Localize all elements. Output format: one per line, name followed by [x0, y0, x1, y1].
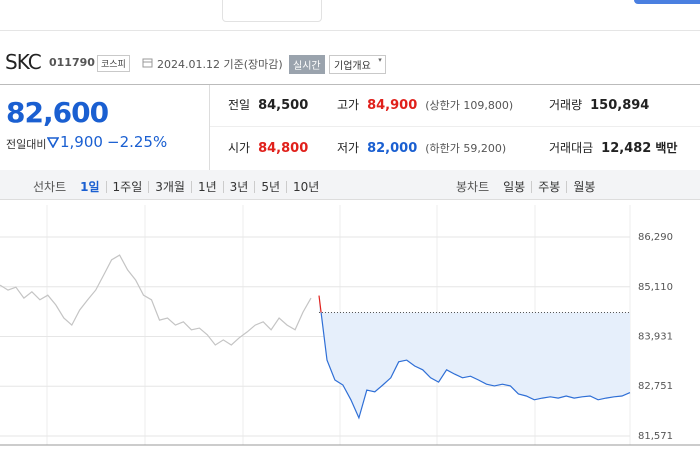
stock-code: 011790: [49, 56, 95, 69]
tab-group-label: 봉차트: [456, 180, 490, 194]
stat-label: 저가: [337, 141, 360, 155]
tab[interactable]: 3개월: [149, 180, 192, 193]
series-line: [320, 312, 631, 420]
stat-label: 시가: [228, 141, 251, 155]
overview-label: 기업개요: [334, 61, 371, 72]
stat-note: (하한가 59,200): [425, 142, 507, 155]
stat-unit: 백만: [655, 141, 678, 155]
realtime-badge[interactable]: 실시간: [289, 55, 325, 74]
stat-value: 12,482: [601, 141, 652, 156]
change-label: 전일대비: [6, 138, 47, 151]
tab[interactable]: 일봉: [497, 180, 533, 193]
overview-button[interactable]: 기업개요 ▾: [329, 55, 386, 74]
area-fill: [318, 295, 630, 418]
tab[interactable]: 월봉: [573, 179, 596, 194]
divider: [209, 85, 210, 170]
tab[interactable]: 1주일: [107, 180, 150, 193]
series-line: [0, 254, 312, 346]
y-tick-label: 81,571: [638, 431, 673, 442]
calendar-icon: [142, 58, 153, 68]
candle-tabs: 봉차트 일봉 주봉 월봉: [456, 178, 601, 195]
tab[interactable]: 5년: [255, 180, 288, 193]
tab[interactable]: 1일: [74, 180, 107, 193]
y-tick-label: 82,751: [638, 381, 673, 392]
stat-label: 전일: [228, 98, 251, 112]
stat-label: 고가: [337, 98, 360, 112]
stat-value: 82,000: [367, 141, 418, 156]
stock-name: SKC: [5, 50, 42, 74]
y-tick-label: 85,110: [638, 282, 673, 293]
stat-value: 150,894: [590, 98, 650, 113]
y-tick-label: 83,931: [638, 331, 673, 342]
date: 2024.01.12 기준(장마감): [157, 58, 283, 71]
current-price: 82,600: [6, 96, 109, 129]
change-pct: −2.25%: [107, 133, 168, 151]
stat: 거래대금 12,482 백만: [549, 139, 677, 156]
stat: 저가 82,000 (하한가 59,200): [337, 139, 506, 156]
banner-box: [222, 0, 322, 22]
stat-label: 거래대금: [549, 141, 594, 155]
tab[interactable]: 3년: [224, 180, 256, 193]
market-badge: 코스피: [97, 55, 130, 72]
y-tick-label: 86,290: [638, 232, 673, 243]
stat: 고가 84,900 (상한가 109,800): [337, 96, 513, 113]
down-arrow: [47, 137, 59, 148]
stat: 전일 84,500: [228, 96, 308, 113]
divider: [210, 126, 700, 127]
stat-value: 84,500: [258, 98, 309, 113]
stat-label: 거래량: [549, 98, 583, 112]
stat: 시가 84,800: [228, 139, 308, 156]
line-tabs: 선차트 1일 1주일 3개월 1년 3년 5년 10년: [33, 178, 325, 195]
banner-button[interactable]: [634, 0, 700, 4]
tab[interactable]: 1년: [192, 180, 224, 193]
chart: 86,290 85,110 83,931 82,751 81,571: [0, 205, 700, 446]
tab-bar: [0, 170, 700, 200]
tab[interactable]: 10년: [293, 179, 320, 194]
stat: 거래량 150,894: [549, 96, 649, 113]
change: 1,900: [60, 133, 103, 151]
tab[interactable]: 주봉: [532, 180, 568, 193]
stat-value: 84,900: [367, 98, 418, 113]
tab-group-label: 선차트: [33, 180, 67, 194]
divider: [0, 30, 700, 31]
stat-value: 84,800: [258, 141, 309, 156]
stat-note: (상한가 109,800): [425, 99, 514, 112]
